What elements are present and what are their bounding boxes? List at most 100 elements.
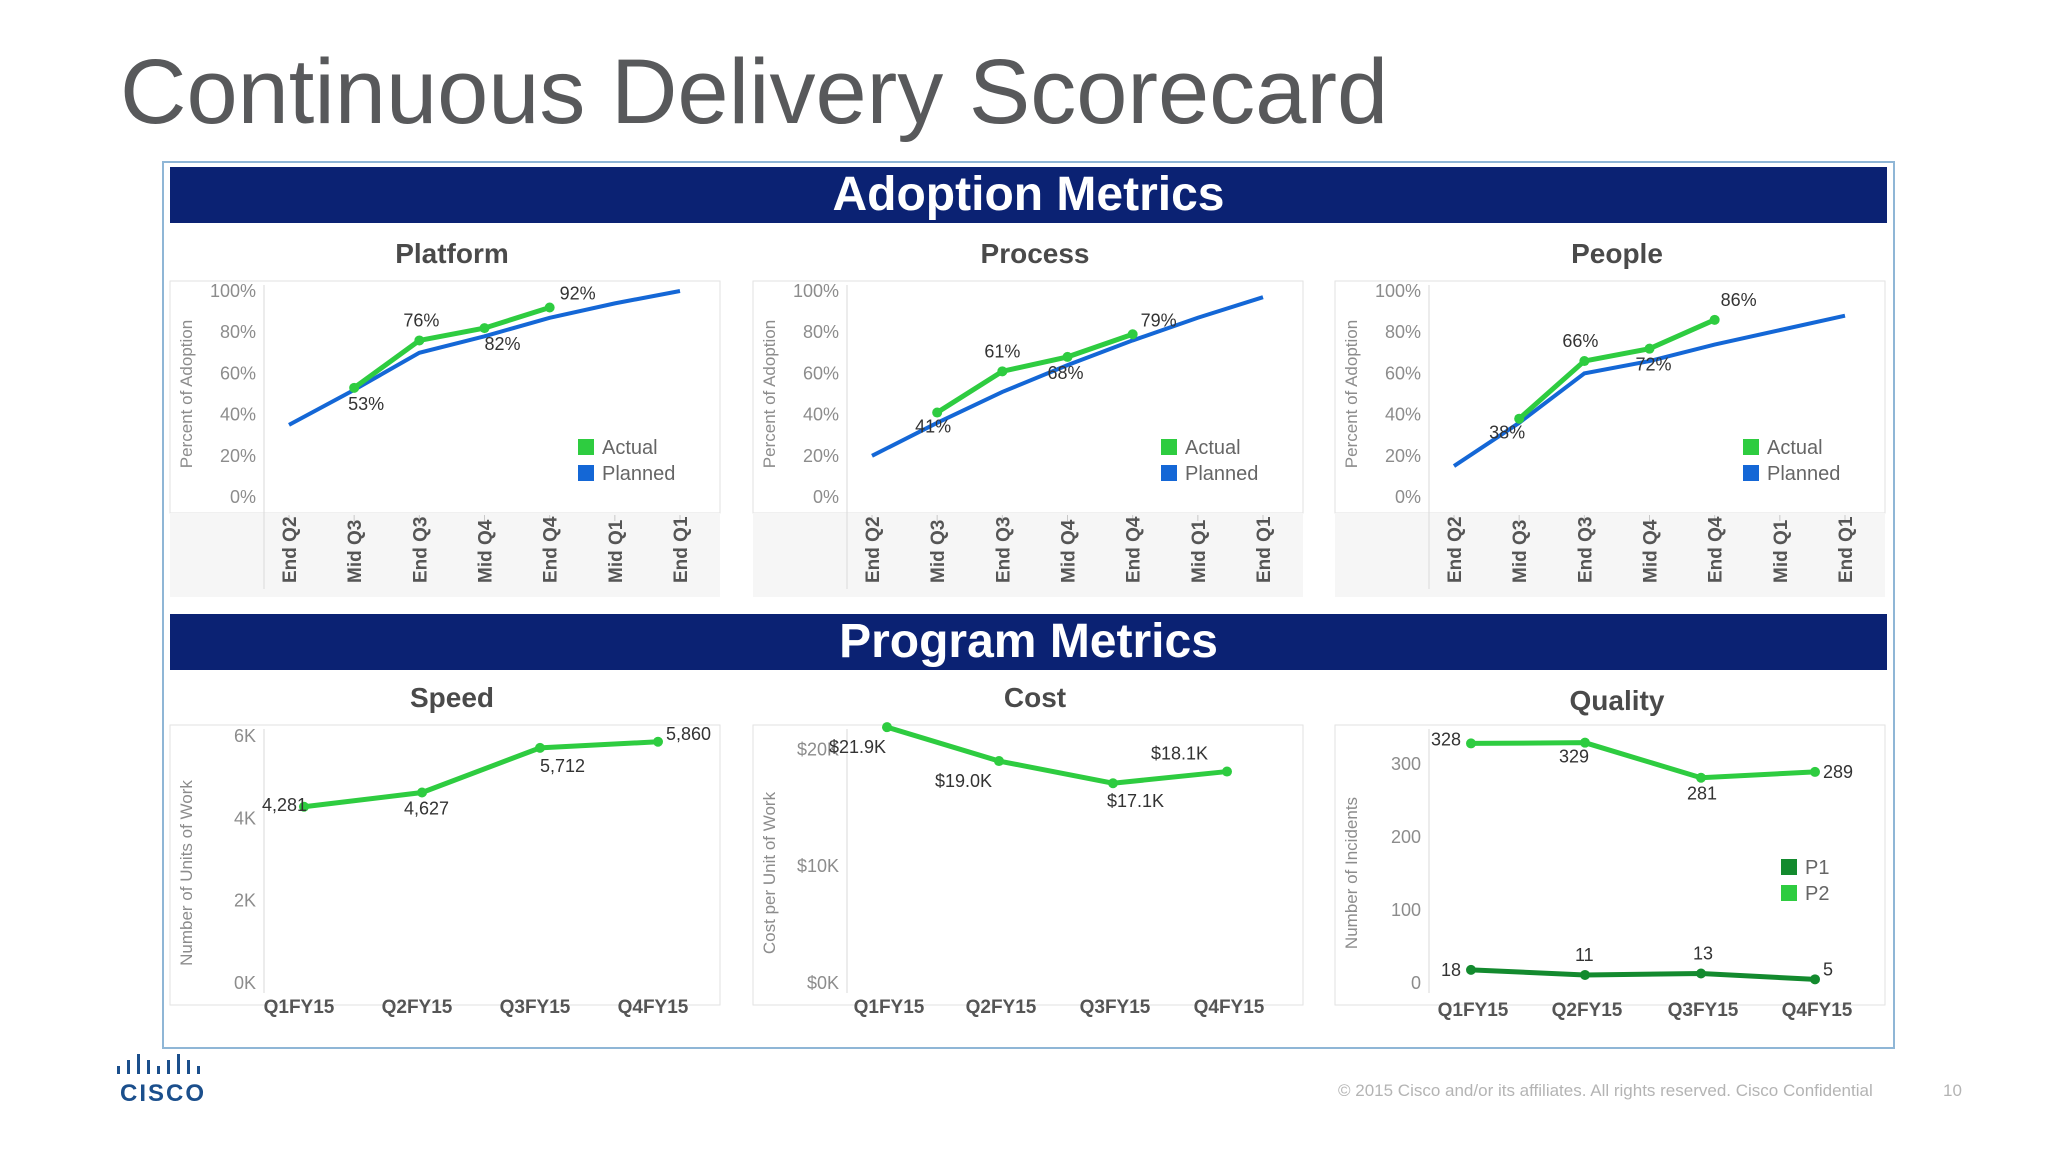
actual-point (479, 323, 490, 334)
cisco-logo-icon (117, 1054, 200, 1074)
y-tick-label: 40% (1385, 405, 1421, 425)
adoption-metrics-banner: Adoption Metrics (170, 167, 1887, 223)
data-point (1466, 738, 1476, 749)
chart-panel (169, 280, 721, 514)
program-chart-cost: Cost Cost per Unit of Work $0K $10K $20K Q1FY… (752, 682, 1304, 1018)
y-tick-label: 20% (1385, 446, 1421, 466)
data-point (535, 742, 545, 753)
y-tick-label: $10K (797, 856, 839, 876)
data-label: 92% (560, 283, 596, 303)
y-tick-label: 0K (234, 973, 256, 993)
data-point (1696, 772, 1706, 783)
actual-point (932, 407, 943, 418)
actual-line (935, 331, 1134, 415)
y-tick-label: 0 (1411, 973, 1421, 993)
y-axis-label: Number of Incidents (1342, 797, 1361, 949)
program-chart-speed: Speed Number of Units of Work 0K 2K 4K 6K Q1FY… (169, 682, 721, 1018)
y-tick-label: 100% (210, 281, 256, 301)
x-tick-label: End Q2 (280, 516, 301, 583)
y-tick-label: 20% (803, 446, 839, 466)
data-point (994, 756, 1004, 767)
scorecard-board: Adoption Metrics Program Metrics Platfor… (162, 161, 1895, 1049)
data-label: 5,860 (666, 724, 711, 744)
x-tick-label: Q2FY15 (1552, 1000, 1623, 1021)
y-tick-label: $0K (807, 973, 839, 993)
x-tick-label: Mid Q3 (345, 520, 366, 583)
x-tick-label: Mid Q4 (1059, 519, 1080, 583)
planned-line (871, 295, 1264, 458)
y-tick-label: 40% (803, 405, 839, 425)
actual-point (997, 366, 1008, 377)
x-tick-label: Mid Q3 (1510, 520, 1531, 583)
x-tick-label: Mid Q4 (476, 519, 497, 583)
x-tick-label: Q4FY15 (618, 997, 689, 1018)
y-tick-label: 60% (220, 363, 256, 383)
data-point (1580, 737, 1590, 748)
data-label: 66% (1562, 331, 1598, 351)
actual-point (1127, 329, 1138, 340)
chart-panel (752, 280, 1304, 514)
chart-title: Speed (410, 682, 494, 713)
data-point (1222, 766, 1232, 777)
data-label: 72% (1636, 355, 1672, 375)
adoption-chart-people: People Percent of Adoption 0% 20% 40% 60% 80% 1… (1334, 238, 1886, 597)
data-label: 61% (984, 341, 1020, 361)
x-tick-label: Q1FY15 (1438, 1000, 1509, 1021)
data-label: 329 (1559, 747, 1589, 767)
page-number: 10 (1943, 1081, 1962, 1100)
y-tick-label: 40% (220, 405, 256, 425)
series-line (1470, 740, 1816, 781)
legend-swatch-planned (1743, 465, 1759, 481)
data-point (882, 722, 892, 733)
data-label: 13 (1693, 944, 1713, 964)
data-label: 5,712 (540, 756, 585, 776)
charts-canvas: Platform Percent of Adoption 0% 20% 40% 60% 80… (169, 238, 1886, 1021)
data-label: 82% (485, 334, 521, 354)
data-label: $21.9K (829, 737, 886, 757)
legend-label: Actual (1767, 437, 1823, 459)
y-tick-label: 300 (1391, 754, 1421, 774)
y-tick-label: 80% (803, 322, 839, 342)
x-tick-label: End Q2 (863, 516, 884, 583)
data-point (1580, 969, 1590, 980)
data-label: $17.1K (1107, 791, 1164, 811)
data-label: 79% (1141, 310, 1177, 330)
chart-title: Process (981, 238, 1090, 269)
y-tick-label: 60% (1385, 363, 1421, 383)
legend-label: P2 (1805, 883, 1829, 905)
data-label: 11 (1575, 945, 1594, 965)
data-label: 41% (915, 417, 951, 437)
data-point (299, 801, 309, 812)
x-tick-label: Q3FY15 (1668, 1000, 1739, 1021)
legend-swatch-p2 (1781, 885, 1797, 901)
data-point (653, 736, 663, 747)
x-tick-label: Mid Q1 (606, 519, 627, 583)
x-tick-label: Q1FY15 (854, 997, 925, 1018)
data-label: 76% (403, 310, 439, 330)
x-tick-label: End Q3 (410, 516, 431, 583)
y-tick-label: 2K (234, 891, 256, 911)
axis-band (753, 513, 1303, 597)
actual-point (414, 335, 425, 346)
actual-point (1514, 413, 1525, 424)
y-tick-label: 60% (803, 363, 839, 383)
legend-swatch-actual (578, 439, 594, 455)
x-tick-label: Q3FY15 (1080, 997, 1151, 1018)
adoption-chart-process: Process Percent of Adoption 0% 20% 40% 60% 80%… (752, 238, 1304, 597)
actual-point (1709, 314, 1720, 325)
x-tick-label: End Q1 (1836, 516, 1857, 583)
y-tick-label: 200 (1391, 827, 1421, 847)
program-chart-quality: Quality Number of Incidents 0 100 200 300 Q1FY… (1334, 685, 1886, 1021)
x-tick-label: Q2FY15 (966, 997, 1037, 1018)
data-label: 68% (1048, 363, 1084, 383)
chart-panel (1334, 280, 1886, 514)
data-label: 281 (1687, 784, 1717, 804)
data-point (1696, 968, 1706, 979)
legend-swatch-planned (578, 465, 594, 481)
x-tick-label: Q1FY15 (264, 997, 335, 1018)
x-tick-label: Mid Q1 (1771, 519, 1792, 583)
y-axis-label: Cost per Unit of Work (760, 791, 779, 954)
y-tick-label: 100% (793, 281, 839, 301)
program-metrics-banner: Program Metrics (170, 614, 1887, 670)
cisco-wordmark: CISCO (120, 1080, 207, 1107)
